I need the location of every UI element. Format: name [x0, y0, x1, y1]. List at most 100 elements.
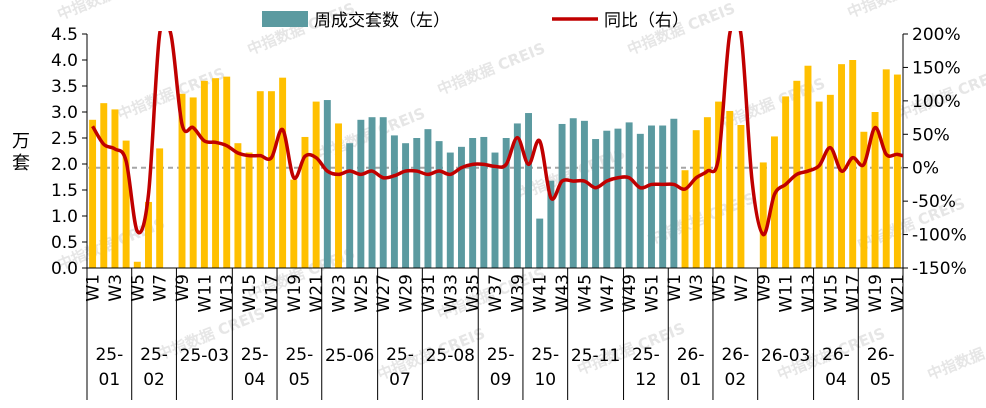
- bar: [134, 262, 141, 268]
- x-tick-label: W13: [218, 274, 238, 312]
- month-label: 25-: [386, 345, 414, 365]
- bar: [849, 60, 856, 268]
- bar: [111, 109, 118, 268]
- month-label: 25-06: [325, 346, 374, 366]
- x-tick-label: W29: [397, 274, 417, 312]
- x-tick-label: W25: [352, 274, 372, 312]
- bar: [223, 77, 230, 268]
- bar: [346, 143, 353, 268]
- watermark-text: 中指数据 CREIS: [925, 324, 986, 384]
- x-tick-label: W39: [508, 274, 528, 312]
- month-label: 07: [389, 370, 411, 390]
- right-axis-tick-label: 150%: [912, 58, 961, 78]
- bar: [156, 148, 163, 268]
- bar: [402, 143, 409, 268]
- bar: [268, 91, 275, 268]
- month-label: 12: [635, 370, 657, 390]
- bar: [603, 131, 610, 268]
- month-label: 26-: [677, 345, 705, 365]
- bar: [100, 103, 107, 268]
- bar: [290, 180, 297, 268]
- bar: [670, 119, 677, 268]
- watermark-text: 中指数据 CREIS: [845, 0, 958, 22]
- bar: [883, 69, 890, 268]
- month-label: 25-: [531, 345, 559, 365]
- x-tick-label: W3: [687, 274, 707, 302]
- bar: [816, 102, 823, 268]
- x-tick-label: W11: [777, 274, 797, 312]
- left-axis-tick-label: 3.5: [51, 77, 78, 97]
- x-tick-label: W47: [598, 274, 618, 312]
- bar: [737, 125, 744, 268]
- x-tick-label: W41: [531, 274, 551, 312]
- right-axis-tick-label: 200%: [912, 25, 961, 45]
- month-label: 02: [143, 370, 165, 390]
- x-tick-label: W13: [799, 274, 819, 312]
- x-tick-label: W3: [106, 274, 126, 302]
- month-label: 25-11: [571, 346, 620, 366]
- bar: [313, 102, 320, 268]
- legend-bar-label: 周成交套数（左）: [314, 11, 450, 31]
- month-label: 26-: [721, 345, 749, 365]
- bar: [894, 75, 901, 268]
- bar: [324, 100, 331, 268]
- bar: [805, 66, 812, 268]
- month-label: 25-: [487, 345, 515, 365]
- month-label: 25-: [241, 345, 269, 365]
- watermark-text: 中指数据 CREIS: [115, 64, 228, 124]
- bar: [592, 139, 599, 268]
- month-label: 26-03: [761, 346, 810, 366]
- left-axis-tick-label: 2.5: [51, 129, 78, 149]
- bar: [682, 170, 689, 268]
- bar: [827, 95, 834, 268]
- bar: [357, 120, 364, 268]
- x-tick-label: W21: [307, 274, 327, 312]
- bar: [335, 123, 342, 268]
- bar: [648, 126, 655, 268]
- bar: [391, 135, 398, 268]
- month-label: 05: [870, 370, 892, 390]
- month-label: 26-: [867, 345, 895, 365]
- bar: [424, 129, 431, 268]
- watermark-text: 中指数据 CREIS: [435, 39, 548, 99]
- month-label: 25-: [140, 345, 168, 365]
- bar: [559, 124, 566, 268]
- left-axis-tick-label: 1.5: [51, 181, 78, 201]
- month-label: 09: [490, 370, 512, 390]
- x-tick-label: W43: [553, 274, 573, 312]
- month-label: 01: [680, 370, 702, 390]
- x-tick-label: W33: [441, 274, 461, 312]
- bar: [279, 78, 286, 268]
- x-tick-label: W51: [642, 274, 662, 312]
- bar: [614, 129, 621, 268]
- x-tick-label: W21: [888, 274, 908, 312]
- bar: [369, 117, 376, 268]
- bar: [201, 81, 208, 268]
- month-label: 25-: [632, 345, 660, 365]
- bar: [525, 113, 532, 268]
- x-tick-label: W15: [240, 274, 260, 312]
- month-label: 04: [825, 370, 847, 390]
- bar: [480, 137, 487, 268]
- left-axis-tick-label: 1.0: [51, 207, 78, 227]
- right-axis-tick-label: -50%: [912, 192, 956, 212]
- bar: [726, 111, 733, 268]
- bar: [693, 130, 700, 268]
- left-axis-tick-label: 0.0: [51, 259, 78, 279]
- month-label: 25-: [95, 345, 123, 365]
- x-tick-label: W23: [330, 274, 350, 312]
- right-axis-tick-label: -100%: [912, 226, 967, 246]
- bar: [413, 138, 420, 268]
- month-label: 25-08: [426, 346, 475, 366]
- watermark-text: 中指数据 CREIS: [55, 0, 168, 24]
- left-axis-tick-label: 0.5: [51, 233, 78, 253]
- bar: [436, 141, 443, 268]
- month-label: 10: [534, 370, 556, 390]
- x-tick-label: W15: [821, 274, 841, 312]
- bar: [190, 97, 197, 268]
- month-label: 05: [289, 370, 311, 390]
- bar: [570, 118, 577, 268]
- left-axis-tick-label: 4.5: [51, 25, 78, 45]
- bar: [89, 120, 96, 268]
- right-axis-tick-label: 0%: [912, 159, 939, 179]
